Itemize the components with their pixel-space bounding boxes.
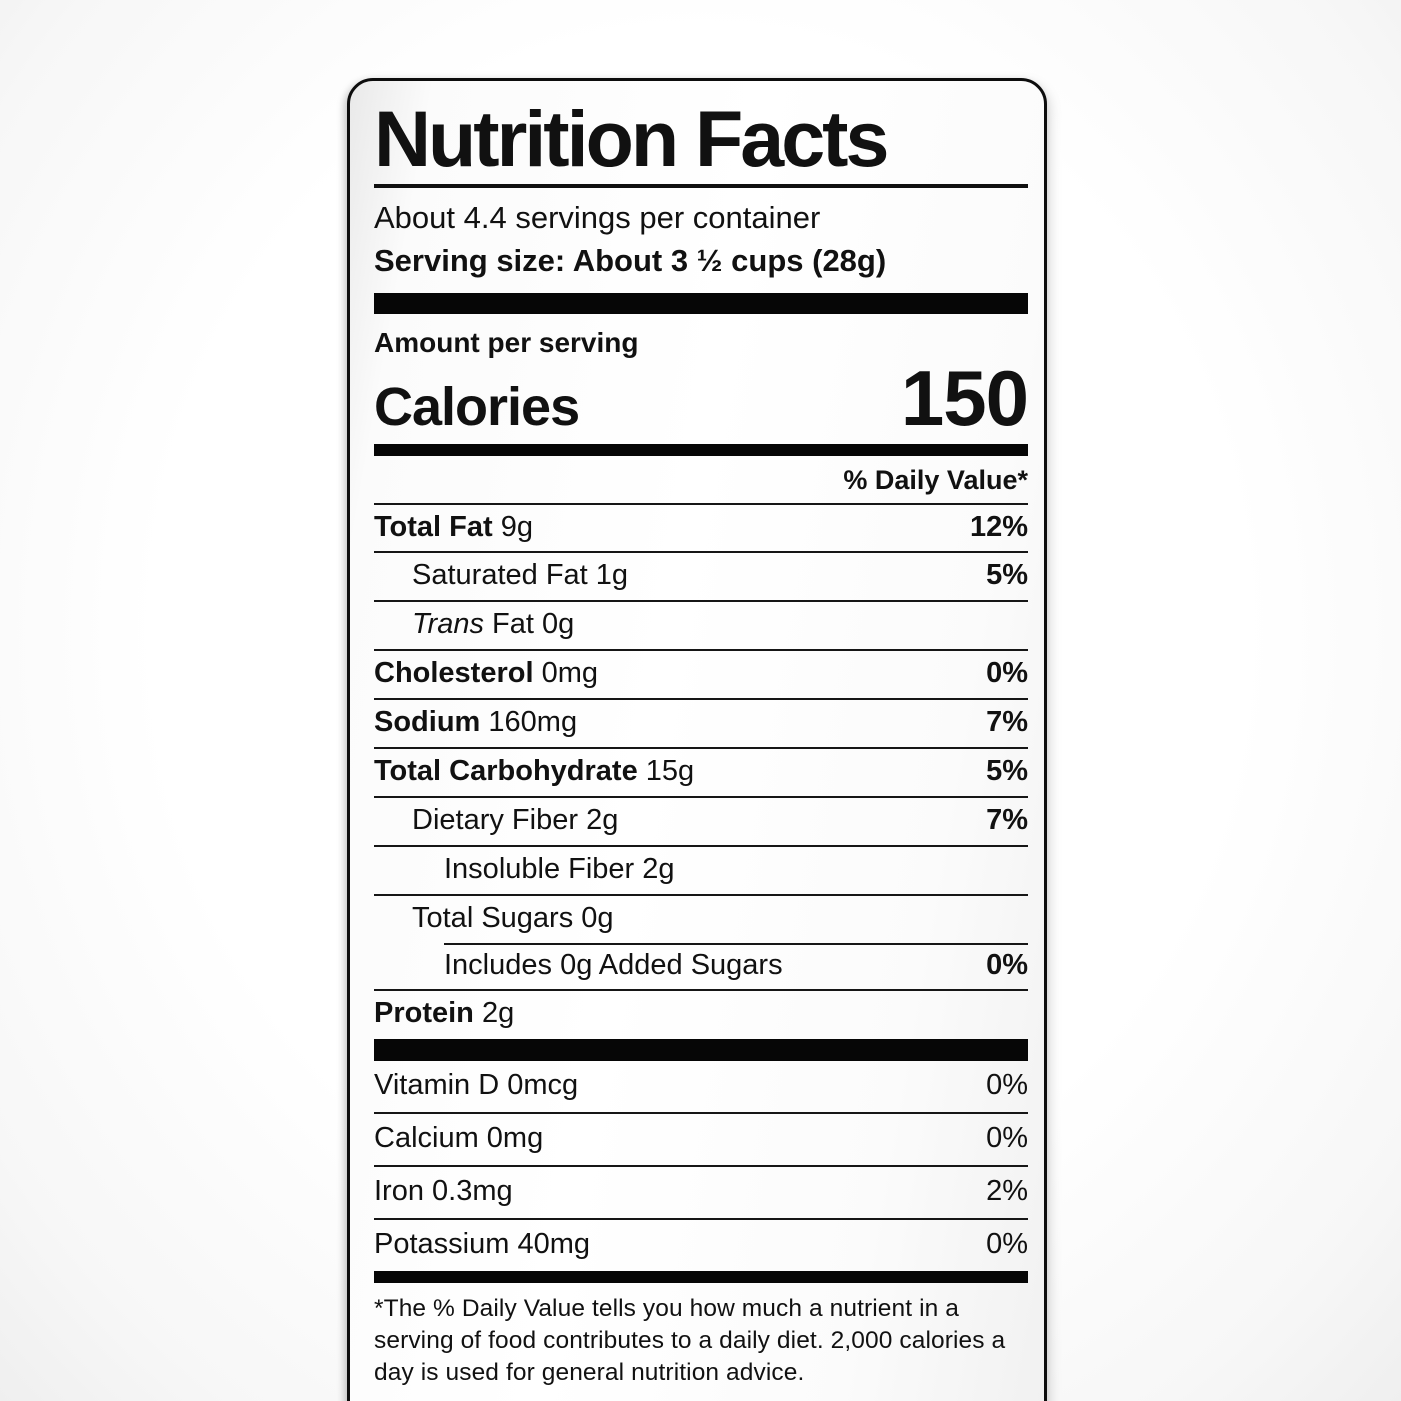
row-total-sugars: Total Sugars 0g — [374, 893, 1028, 943]
nutrient-name: Insoluble Fiber 2g — [444, 852, 675, 885]
nutrient-name: Includes 0g Added Sugars — [444, 948, 783, 981]
servings-per-container: About 4.4 servings per container — [374, 199, 821, 235]
row-trans-fat: Trans Fat 0g — [374, 600, 1028, 649]
row-sodium: Sodium 160mg 7% — [374, 698, 1028, 747]
nutrient-name: Total Sugars 0g — [412, 901, 614, 934]
calories-label: Calories — [374, 376, 580, 437]
row-saturated-fat: Saturated Fat 1g 5% — [374, 551, 1028, 600]
title-divider — [374, 183, 1028, 188]
label-title: Nutrition Facts — [374, 94, 889, 183]
nutrient-dv: 0% — [986, 948, 1028, 981]
row-added-sugars: Includes 0g Added Sugars 0% — [374, 942, 1028, 990]
nutrient-dv: 7% — [986, 803, 1028, 836]
row-vitamin-d: Vitamin D 0mcg 0% — [374, 1061, 1028, 1112]
nutrient-name: Total Fat 9g — [374, 510, 534, 543]
row-iron: Iron 0.3mg 2% — [374, 1165, 1028, 1218]
nutrient-name: Dietary Fiber 2g — [412, 803, 619, 836]
row-total-carbohydrate: Total Carbohydrate 15g 5% — [374, 747, 1028, 796]
row-potassium: Potassium 40mg 0% — [374, 1218, 1028, 1271]
nutrient-dv: 12% — [969, 510, 1028, 543]
serving-size: Serving size: About 3 ½ cups (28g) — [374, 243, 887, 279]
row-dietary-fiber: Dietary Fiber 2g 7% — [374, 795, 1028, 845]
nutrition-facts-label: Nutrition Facts About 4.4 servings per c… — [347, 78, 1047, 1401]
row-calcium: Calcium 0mg 0% — [374, 1112, 1028, 1165]
row-insoluble-fiber: Insoluble Fiber 2g — [374, 844, 1028, 894]
nutrient-name: Vitamin D 0mcg — [374, 1069, 579, 1102]
nutrient-name: Calcium 0mg — [374, 1122, 544, 1155]
calories-row: Calories 150 — [374, 353, 1029, 442]
nutrient-name: Total Carbohydrate 15g — [374, 755, 695, 787]
nutrient-name: Potassium 40mg — [374, 1228, 590, 1261]
nutrient-name: Sodium 160mg — [374, 706, 578, 739]
nutrient-name: Protein 2g — [374, 997, 515, 1030]
daily-value-footnote: *The % Daily Value tells you how much a … — [374, 1294, 1006, 1386]
row-total-fat: Total Fat 9g 12% — [374, 502, 1028, 552]
nutrient-dv: 7% — [986, 706, 1028, 739]
nutrient-dv: 5% — [986, 755, 1028, 787]
nutrient-dv: 0% — [986, 1069, 1028, 1102]
section-bar-top — [374, 292, 1028, 314]
amount-per-serving-label: Amount per serving — [374, 326, 639, 358]
nutrient-dv: 2% — [986, 1175, 1028, 1208]
section-bar-bottom — [374, 1270, 1028, 1283]
section-bar-middle — [374, 1039, 1028, 1062]
daily-value-header: % Daily Value* — [843, 464, 1028, 495]
nutrient-name: Saturated Fat 1g — [412, 559, 629, 592]
nutrient-dv: 0% — [986, 1228, 1028, 1261]
nutrient-dv: 0% — [986, 657, 1028, 690]
calories-divider-bar — [374, 443, 1028, 456]
row-cholesterol: Cholesterol 0mg 0% — [374, 649, 1028, 698]
nutrient-name: Cholesterol 0mg — [374, 657, 599, 690]
calories-value: 150 — [900, 353, 1029, 442]
nutrient-dv: 5% — [986, 559, 1028, 592]
nutrient-dv: 0% — [986, 1122, 1028, 1155]
row-protein: Protein 2g — [374, 989, 1028, 1038]
nutrient-name: Trans Fat 0g — [412, 608, 575, 641]
nutrient-name: Iron 0.3mg — [374, 1175, 513, 1208]
micronutrients-section: Vitamin D 0mcg 0% Calcium 0mg 0% Iron 0.… — [374, 1061, 1028, 1271]
